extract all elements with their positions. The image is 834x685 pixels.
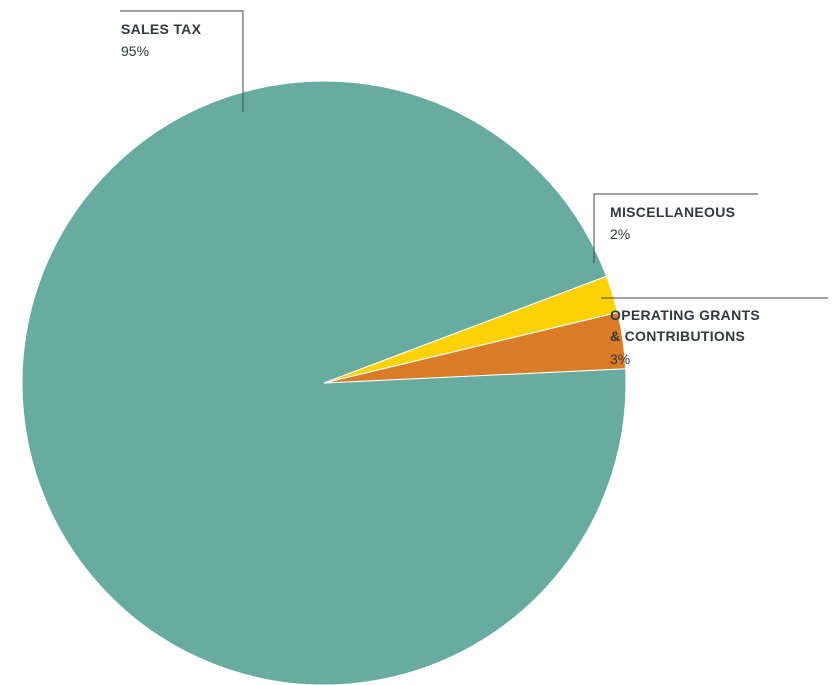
- label-miscellaneous: MISCELLANEOUS 2%: [593, 193, 758, 263]
- label-miscellaneous-percent: 2%: [610, 226, 630, 242]
- leader-line-sales-tax: [120, 10, 244, 112]
- pie-slices: [21, 80, 627, 685]
- label-sales-tax-percent: 95%: [121, 43, 149, 59]
- label-operating-grants-percent: 3%: [610, 351, 630, 367]
- leader-line-miscellaneous: [593, 193, 758, 263]
- label-operating-grants-name-line2: & CONTRIBUTIONS: [610, 328, 745, 344]
- label-sales-tax-name: SALES TAX: [121, 21, 202, 37]
- label-operating-grants-name-line1: OPERATING GRANTS: [610, 307, 760, 323]
- label-miscellaneous-name: MISCELLANEOUS: [610, 204, 735, 220]
- label-sales-tax: SALES TAX 95%: [120, 10, 244, 112]
- label-operating-grants: OPERATING GRANTS & CONTRIBUTIONS 3%: [601, 297, 828, 367]
- slice-operating-grants: [323, 311, 627, 384]
